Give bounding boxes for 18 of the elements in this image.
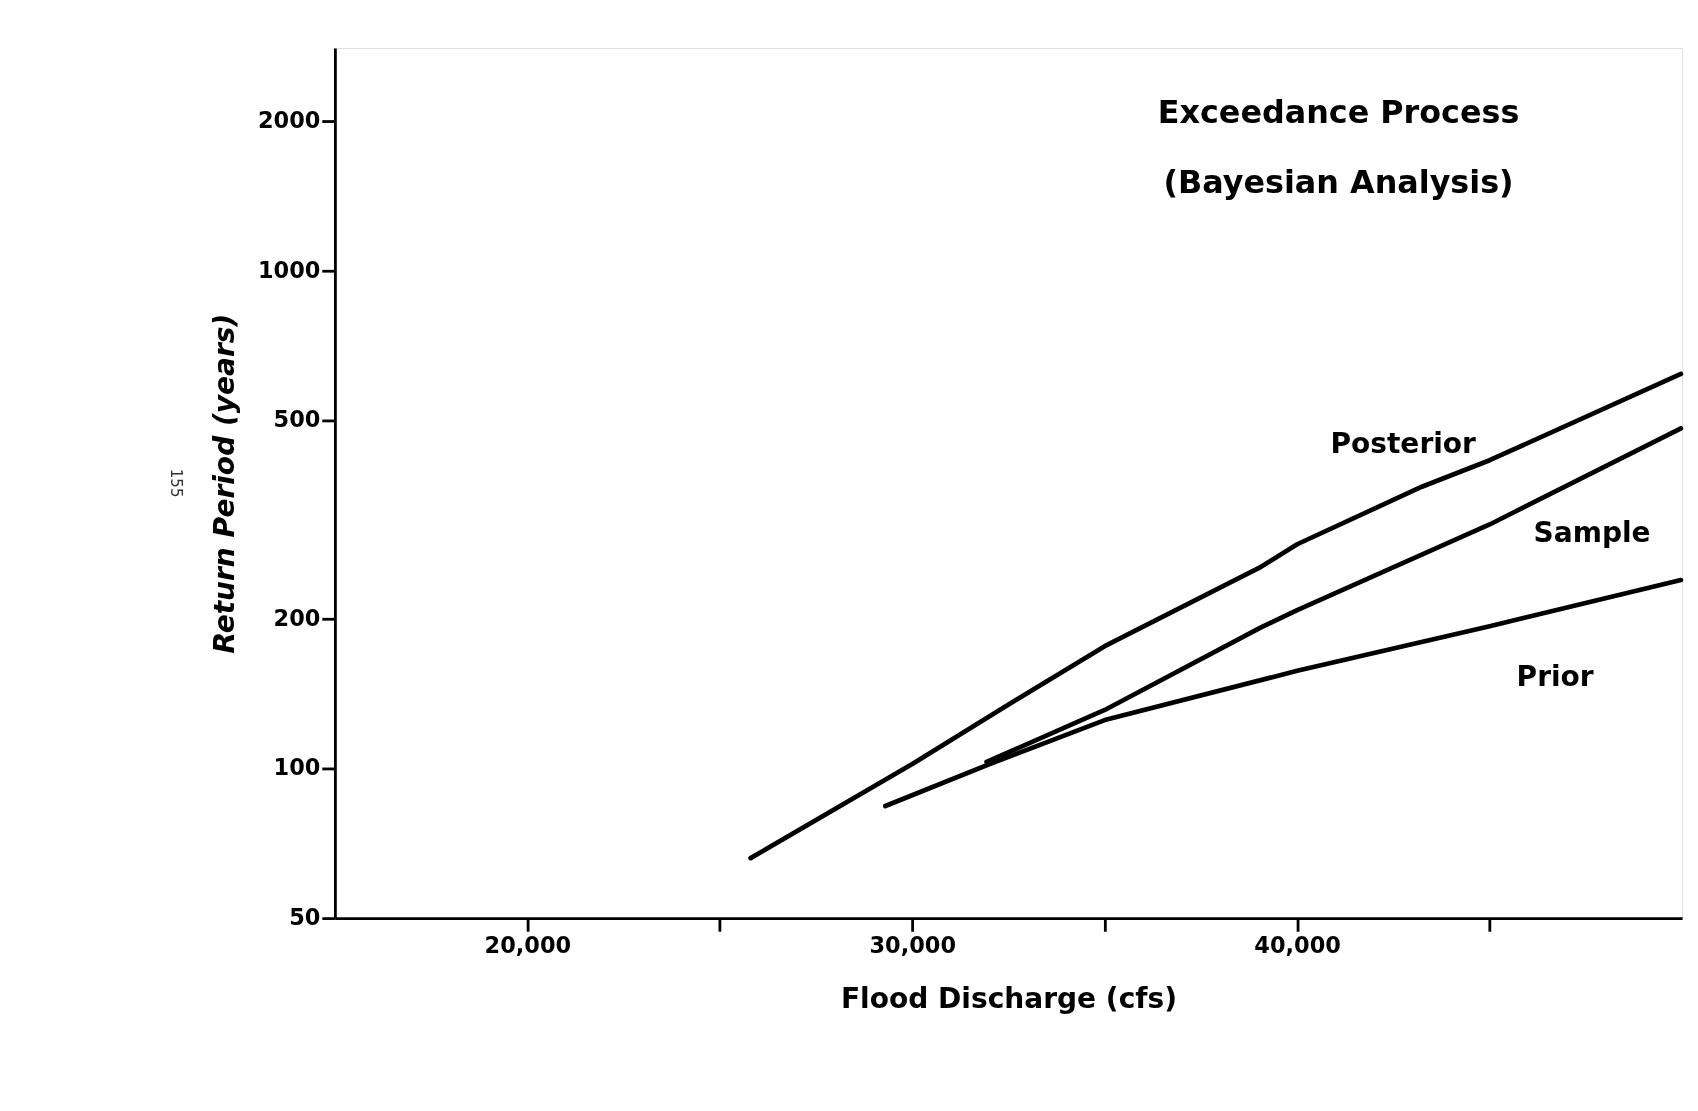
text: 155 <box>167 468 186 498</box>
text: Exceedance Process <box>1157 92 1520 130</box>
y-tick-label: 1000 <box>257 256 321 283</box>
x-axis-title: Flood Discharge (cfs) <box>840 982 1178 1016</box>
x-tick-label: 40,000 <box>1254 932 1341 959</box>
y-tick-label: 200 <box>273 604 321 631</box>
y-tick-label: 2000 <box>257 106 321 133</box>
series-label: Prior <box>1516 660 1594 694</box>
line-series <box>748 371 1684 861</box>
series-label: Posterior <box>1330 427 1477 461</box>
x-tick-label: 30,000 <box>869 932 957 959</box>
text: (Bayesian Analysis) <box>1163 163 1514 201</box>
y-tick-label: 50 <box>289 904 321 931</box>
series-label: Sample <box>1533 515 1651 549</box>
y-tick-label: 100 <box>273 754 321 781</box>
y-tick-label: 500 <box>273 406 321 433</box>
y-axis-title: Return Period (years) <box>207 313 241 654</box>
x-tick-label: 20,000 <box>484 932 572 959</box>
